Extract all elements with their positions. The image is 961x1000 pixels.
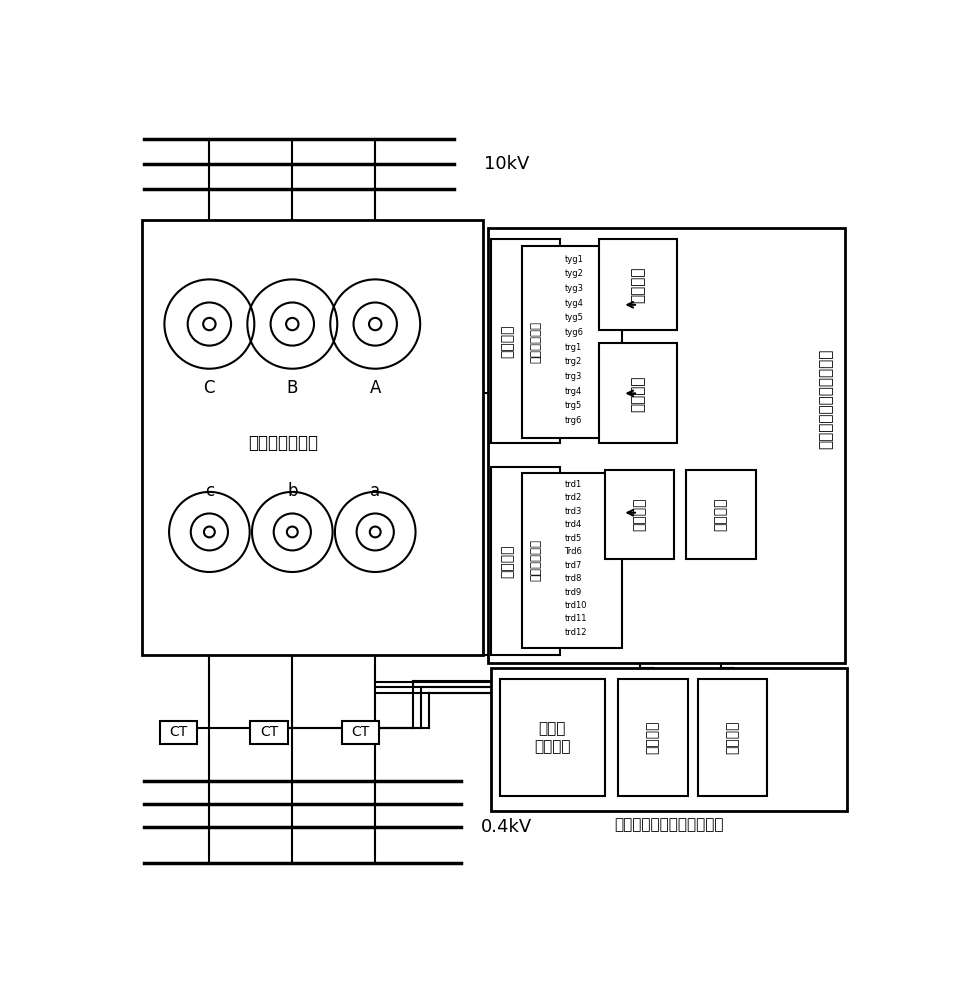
- Bar: [599, 343, 676, 443]
- Text: trd12: trd12: [564, 628, 586, 637]
- Text: 低压绕组: 低压绕组: [501, 544, 514, 578]
- Text: tyg4: tyg4: [564, 299, 582, 308]
- Text: 0.4kV: 0.4kV: [480, 818, 531, 836]
- Text: Trd6: Trd6: [564, 547, 581, 556]
- Bar: [521, 246, 622, 438]
- Text: CT: CT: [351, 725, 369, 739]
- Text: tyg1: tyg1: [564, 255, 582, 264]
- Text: 电压、
电流采集: 电压、 电流采集: [533, 721, 570, 754]
- Bar: [341, 721, 379, 744]
- Text: CT: CT: [169, 725, 187, 739]
- Text: trd8: trd8: [564, 574, 581, 583]
- Bar: [697, 679, 767, 796]
- Text: 高压分接抓头: 高压分接抓头: [529, 321, 542, 363]
- Text: trd2: trd2: [564, 493, 581, 502]
- Text: 调容触头: 调容触头: [629, 375, 645, 412]
- Bar: [521, 473, 622, 648]
- Bar: [685, 470, 755, 559]
- Text: B: B: [286, 379, 298, 397]
- Text: 有载调容调压一体式开关: 有载调容调压一体式开关: [817, 349, 832, 449]
- Bar: [604, 470, 674, 559]
- Text: 分接位置: 分接位置: [631, 498, 646, 531]
- Text: trg6: trg6: [564, 416, 581, 425]
- Text: A: A: [369, 379, 381, 397]
- Text: trg2: trg2: [564, 357, 581, 366]
- Bar: [160, 721, 197, 744]
- Bar: [488, 228, 844, 663]
- Bar: [500, 679, 604, 796]
- Text: CT: CT: [259, 725, 278, 739]
- Text: 遥信输入: 遥信输入: [645, 721, 659, 754]
- Text: 低压分接抓头: 低压分接抓头: [529, 539, 542, 581]
- Text: a: a: [370, 482, 380, 500]
- Text: tyg6: tyg6: [564, 328, 582, 337]
- Text: trd5: trd5: [564, 534, 581, 543]
- Text: trg4: trg4: [564, 387, 581, 396]
- Text: trd1: trd1: [564, 480, 581, 489]
- Text: trg1: trg1: [564, 343, 581, 352]
- Text: 有载调容调压综合控制装置: 有载调容调压综合控制装置: [613, 817, 723, 832]
- Text: c: c: [205, 482, 213, 500]
- Bar: [250, 721, 287, 744]
- Text: trd9: trd9: [564, 588, 581, 597]
- Text: C: C: [204, 379, 215, 397]
- Text: tyg5: tyg5: [564, 313, 582, 322]
- Bar: [599, 239, 676, 330]
- Bar: [490, 239, 560, 443]
- Text: tyg3: tyg3: [564, 284, 582, 293]
- Text: trd3: trd3: [564, 507, 581, 516]
- Text: 遥控输出: 遥控输出: [725, 721, 739, 754]
- Text: 配电变压器本体: 配电变压器本体: [248, 434, 318, 452]
- Bar: [490, 668, 847, 811]
- Text: b: b: [286, 482, 297, 500]
- Text: 高压绕组: 高压绕组: [501, 325, 514, 358]
- Text: 调压触头: 调压触头: [629, 267, 645, 303]
- Text: trd4: trd4: [564, 520, 581, 529]
- Bar: [490, 466, 560, 655]
- Bar: [142, 220, 482, 655]
- Text: trg3: trg3: [564, 372, 581, 381]
- Text: trd10: trd10: [564, 601, 586, 610]
- Text: 控制电路: 控制电路: [713, 498, 727, 531]
- Text: trd11: trd11: [564, 614, 586, 623]
- Text: trd7: trd7: [564, 561, 581, 570]
- Text: tyg2: tyg2: [564, 269, 582, 278]
- Text: 10kV: 10kV: [484, 155, 530, 173]
- Bar: [617, 679, 687, 796]
- Text: trg5: trg5: [564, 401, 581, 410]
